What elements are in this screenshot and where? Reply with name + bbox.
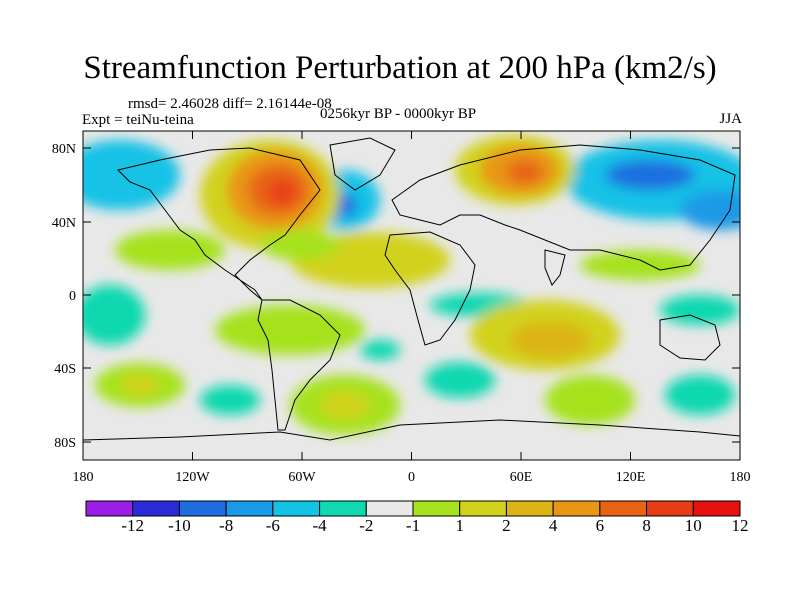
contour-blob [510, 322, 590, 358]
colorbar-box [692, 500, 741, 517]
lon-label: 60E [510, 470, 533, 485]
colorbar-box [646, 500, 694, 517]
colorbar-box [365, 500, 414, 517]
lat-labels: 80N 40N 0 40S 80S [52, 142, 76, 451]
contour-blob [115, 230, 225, 270]
colorbar-box [132, 500, 180, 517]
lon-labels: 180 120W 60W 0 60E 120E 180 [73, 470, 751, 485]
lat-label: 40S [54, 362, 76, 377]
period-label: 0256kyr BP - 0000kyr BP [320, 106, 477, 122]
lon-label: 180 [730, 470, 751, 485]
contour-field [83, 131, 740, 460]
contour-blob [660, 295, 740, 325]
season-label: JJA [719, 111, 742, 127]
colorbar-label: -6 [265, 516, 280, 535]
contour-blob [665, 375, 735, 415]
colorbar-box [599, 500, 648, 517]
colorbar [85, 500, 741, 517]
colorbar-box [85, 500, 134, 517]
colorbar-box [552, 500, 601, 517]
colorbar-label: -8 [219, 516, 234, 535]
colorbar-box [412, 500, 461, 517]
lat-ticks [83, 147, 740, 443]
chart-title: Streamfunction Perturbation at 200 hPa (… [83, 50, 717, 86]
contour-blob [260, 230, 340, 260]
stats-text: rmsd= 2.46028 diff= 2.16144e-08 [128, 96, 332, 112]
colorbar-label: -12 [121, 516, 145, 535]
africa-coast [384, 231, 476, 346]
lat-label: 80N [52, 142, 76, 157]
colorbar-box [225, 500, 274, 517]
colorbar-label: -2 [359, 516, 374, 535]
lat-label: 40N [52, 216, 76, 231]
contour-blob [83, 285, 145, 345]
colorbar-box [272, 500, 321, 517]
contour-blob [545, 375, 635, 425]
contour-blob [360, 340, 400, 360]
contour-blob [200, 385, 260, 415]
colorbar-label: 2 [502, 516, 511, 535]
colorbar-box [459, 500, 507, 517]
contour-blob [268, 180, 296, 204]
colorbar-box [505, 500, 554, 517]
colorbar-label: -10 [168, 516, 191, 535]
eurasia-coast [391, 144, 736, 271]
lon-label: 0 [408, 470, 415, 485]
colorbar-label: 10 [684, 516, 702, 535]
lon-label: 120W [175, 470, 210, 485]
lat-label: 80S [54, 436, 76, 451]
contour-blob [320, 391, 370, 419]
contour-blob [680, 190, 740, 230]
australia-coast [659, 314, 721, 361]
lon-label: 60W [288, 470, 316, 485]
colorbar-label: 12 [731, 516, 749, 535]
contour-blob [425, 362, 495, 398]
colorbar-label: 1 [455, 516, 464, 535]
north-america-coast [117, 147, 321, 301]
colorbar-label: -4 [312, 516, 327, 535]
contour-blob [580, 250, 700, 280]
india-coast [544, 249, 566, 286]
lon-label: 120E [616, 470, 646, 485]
colorbar-label: 6 [595, 516, 605, 535]
contour-blob [120, 375, 160, 395]
antarctica-coast [83, 419, 740, 441]
colorbar-box [178, 500, 227, 517]
colorbar-label: -1 [405, 516, 421, 535]
coastlines [83, 137, 740, 441]
contour-blob [83, 140, 180, 210]
contour-blob [507, 160, 543, 184]
colorbar-label: 8 [642, 516, 651, 535]
contour-blob [215, 305, 365, 355]
colorbar-box [319, 500, 367, 517]
lon-ticks [82, 131, 741, 460]
south-america-coast [257, 299, 341, 431]
contour-blob [605, 160, 695, 190]
colorbar-label: 4 [548, 516, 558, 535]
lon-label: 180 [73, 470, 94, 485]
greenland-coast [329, 137, 396, 191]
experiment-label: Expt = teiNu-teina [82, 112, 194, 128]
lat-label: 0 [69, 289, 76, 304]
